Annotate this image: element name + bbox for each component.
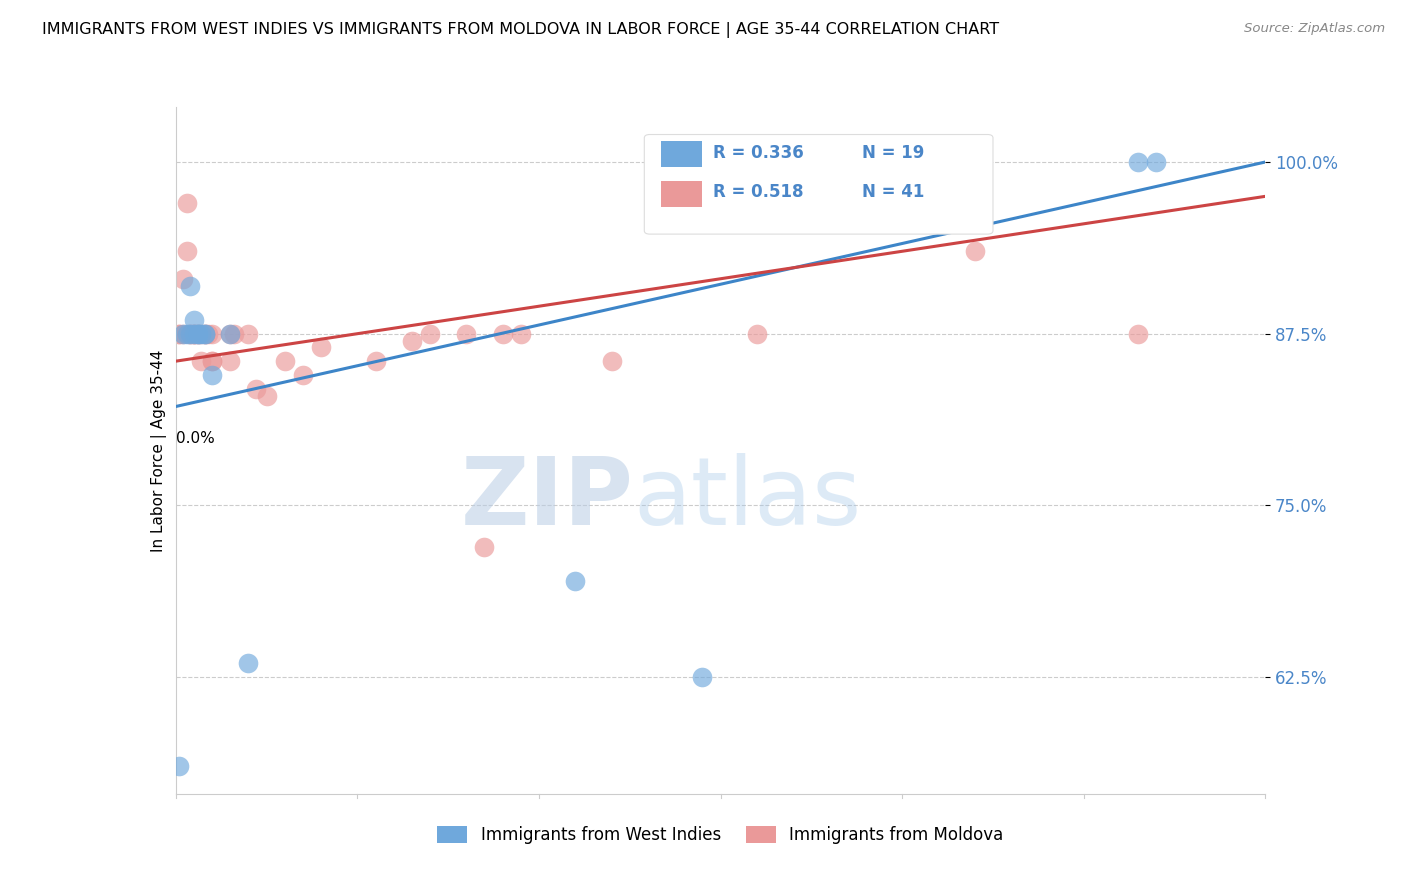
Point — [186, 326, 209, 341]
FancyBboxPatch shape — [644, 135, 993, 234]
Point — [1146, 155, 1168, 169]
Point — [194, 326, 217, 341]
Point — [183, 326, 205, 341]
Point — [169, 326, 191, 341]
Point — [183, 326, 205, 341]
Point — [222, 326, 245, 341]
Text: R = 0.336: R = 0.336 — [713, 145, 804, 162]
Text: N = 41: N = 41 — [862, 183, 925, 202]
Point — [492, 326, 515, 341]
Point — [219, 326, 242, 341]
Point — [401, 334, 423, 348]
Point — [190, 326, 212, 341]
Point — [364, 354, 387, 368]
Point — [194, 326, 217, 341]
Point — [183, 326, 205, 341]
Point — [179, 278, 201, 293]
Point — [179, 326, 201, 341]
Y-axis label: In Labor Force | Age 35-44: In Labor Force | Age 35-44 — [152, 350, 167, 551]
Point — [190, 354, 212, 368]
Point — [745, 326, 768, 341]
Point — [1128, 326, 1150, 341]
Point — [169, 326, 191, 341]
Point — [201, 368, 224, 382]
Point — [219, 326, 242, 341]
Point — [509, 326, 531, 341]
Point — [963, 244, 986, 259]
Point — [172, 326, 194, 341]
Text: R = 0.518: R = 0.518 — [713, 183, 803, 202]
Point — [256, 388, 278, 402]
Point — [474, 540, 496, 554]
Point — [183, 313, 205, 327]
Text: atlas: atlas — [633, 452, 862, 544]
Text: IMMIGRANTS FROM WEST INDIES VS IMMIGRANTS FROM MOLDOVA IN LABOR FORCE | AGE 35-4: IMMIGRANTS FROM WEST INDIES VS IMMIGRANT… — [42, 22, 1000, 38]
Point — [219, 354, 242, 368]
Text: ZIP: ZIP — [461, 452, 633, 544]
Point — [692, 670, 714, 684]
FancyBboxPatch shape — [661, 180, 702, 207]
Point — [274, 354, 297, 368]
Point — [201, 354, 224, 368]
Point — [186, 326, 209, 341]
Point — [176, 244, 198, 259]
Point — [183, 326, 205, 341]
Point — [186, 326, 209, 341]
Point — [309, 340, 332, 354]
FancyBboxPatch shape — [661, 141, 702, 167]
Point — [169, 759, 191, 773]
Point — [176, 326, 198, 341]
Point — [197, 326, 219, 341]
Point — [291, 368, 314, 382]
Legend: Immigrants from West Indies, Immigrants from Moldova: Immigrants from West Indies, Immigrants … — [437, 826, 1004, 844]
Point — [564, 574, 586, 588]
Point — [186, 326, 209, 341]
Point — [190, 326, 212, 341]
Point — [176, 196, 198, 211]
Point — [245, 382, 267, 396]
Point — [1128, 155, 1150, 169]
Point — [201, 326, 224, 341]
Point — [172, 326, 194, 341]
Point — [172, 271, 194, 285]
Point — [201, 354, 224, 368]
Text: N = 19: N = 19 — [862, 145, 925, 162]
Point — [194, 326, 217, 341]
Point — [238, 326, 260, 341]
Point — [238, 657, 260, 671]
Point — [179, 326, 201, 341]
Point — [600, 354, 623, 368]
Point — [456, 326, 478, 341]
Text: Source: ZipAtlas.com: Source: ZipAtlas.com — [1244, 22, 1385, 36]
Point — [419, 326, 441, 341]
Point — [179, 326, 201, 341]
Text: 0.0%: 0.0% — [176, 431, 215, 446]
Point — [194, 326, 217, 341]
